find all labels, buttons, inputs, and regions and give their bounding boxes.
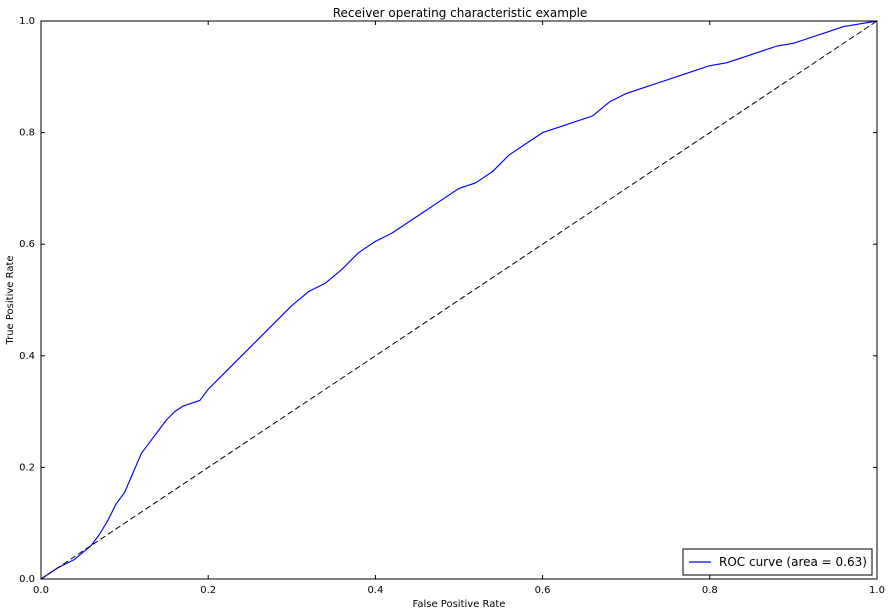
plot-area: 0.0 0.2 0.4 0.6 0.8 1.0 0.0 0.2 0.4 0.6 0.8 1.0 [19, 16, 885, 596]
tick-layer: 0.0 0.2 0.4 0.6 0.8 1.0 0.0 0.2 0.4 0.6 0.8 1.0 [19, 16, 885, 596]
legend-label-roc-curve: ROC curve (area = 0.63) [719, 555, 867, 569]
chart-title: Receiver operating characteristic exampl… [333, 6, 588, 20]
x-tick-label: 0.6 [535, 585, 551, 596]
x-tick-label: 0.8 [702, 585, 718, 596]
y-tick-label: 0.8 [19, 128, 35, 139]
y-tick-label: 0.4 [19, 351, 35, 362]
y-tick-label: 1.0 [19, 16, 35, 27]
x-tick-label: 0.4 [367, 585, 383, 596]
x-tick-label: 0.0 [33, 585, 49, 596]
x-tick-label: 0.2 [200, 585, 216, 596]
x-tick-label: 1.0 [869, 585, 885, 596]
chance-diagonal-line [40, 20, 878, 580]
x-axis-label: False Positive Rate [413, 599, 506, 610]
series-layer [40, 20, 878, 580]
y-tick-label: 0.2 [19, 462, 35, 473]
roc-curve-line [40, 20, 878, 580]
y-tick-label: 0.6 [19, 239, 35, 250]
y-tick-label: 0.0 [19, 574, 35, 585]
y-axis-label: True Positive Rate [5, 255, 16, 345]
legend: ROC curve (area = 0.63) [682, 548, 873, 576]
plot-frame [40, 20, 878, 580]
legend-box [682, 548, 873, 576]
